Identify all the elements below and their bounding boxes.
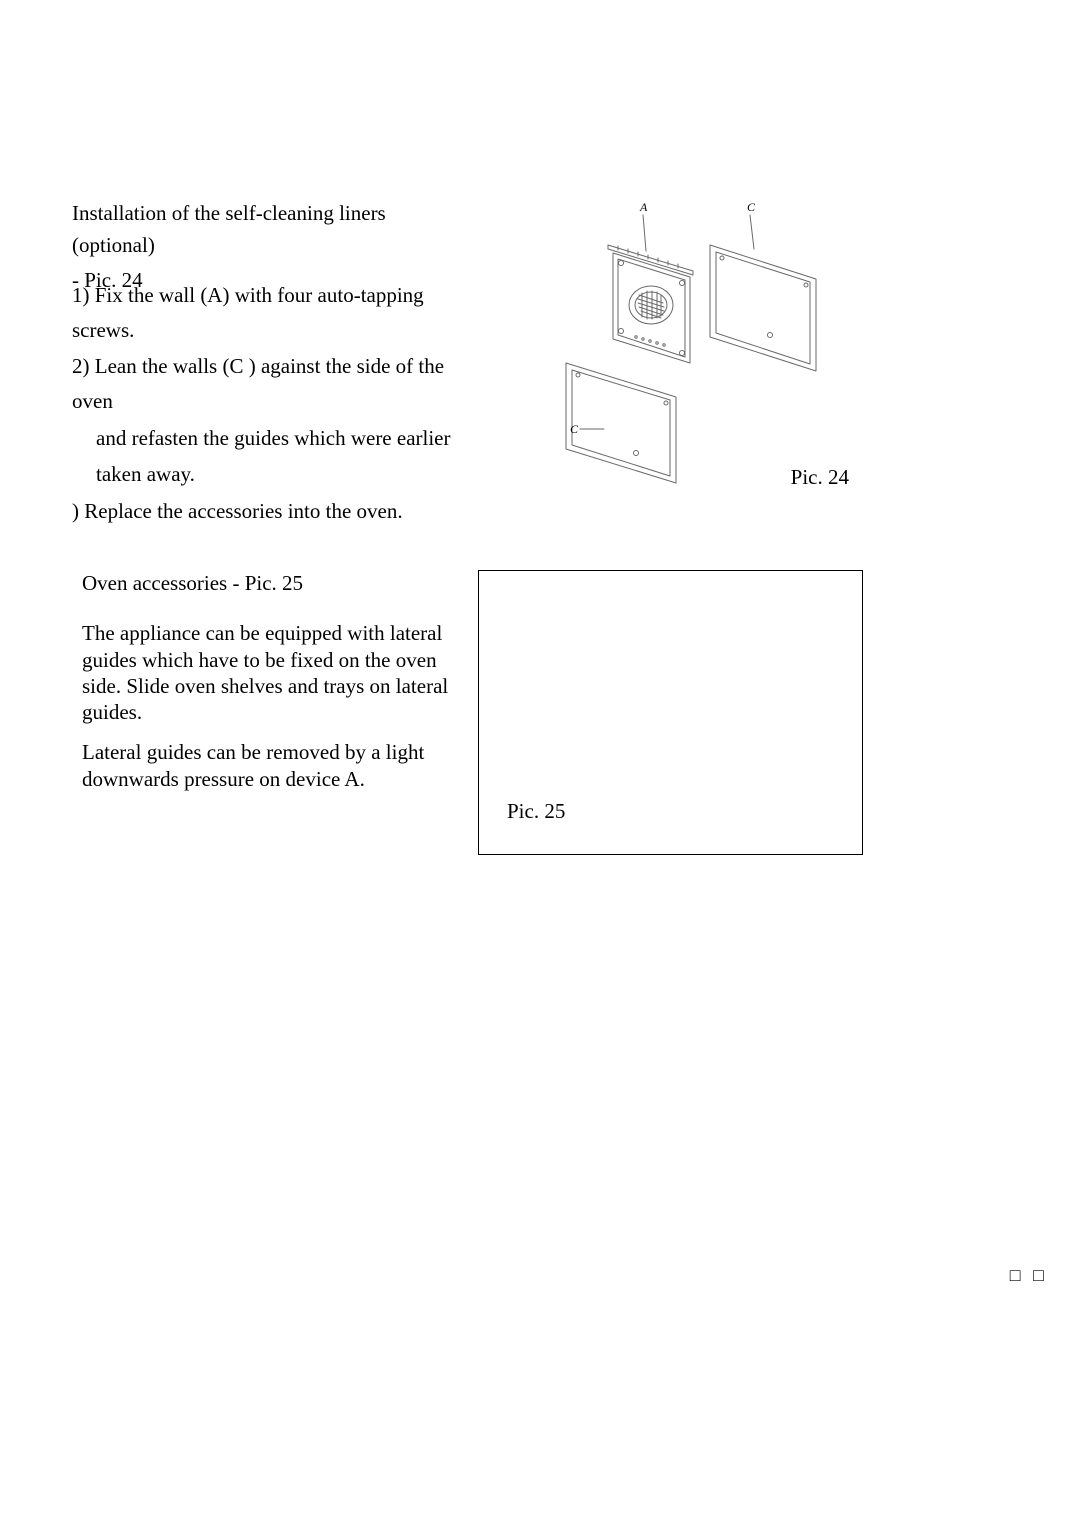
- figure-25: Pic. 25: [478, 570, 863, 855]
- figure-24: A C C Pic. 24: [478, 195, 861, 500]
- section2-title-prefix: Oven accessories: [82, 571, 227, 595]
- page: Installation of the self-cleaning liners…: [0, 0, 1080, 1532]
- panel-c-top: [710, 245, 816, 371]
- section2-para1: The appliance can be equipped with later…: [82, 620, 464, 725]
- step-2: 2) Lean the walls (C ) against the side …: [72, 349, 472, 418]
- section2-title: Oven accessories - Pic. 25: [82, 570, 464, 596]
- label-c-bottom: C: [570, 422, 579, 436]
- figure-25-caption: Pic. 25: [507, 799, 565, 824]
- section2-title-ref: Pic. 25: [245, 571, 303, 595]
- step-3: ) Replace the accessories into the oven.: [72, 494, 472, 529]
- section1-steps: 1) Fix the wall (A) with four auto-tappi…: [72, 278, 472, 530]
- page-number: □ □: [1010, 1265, 1048, 1286]
- label-c-top: C: [747, 200, 756, 214]
- step-1: 1) Fix the wall (A) with four auto-tappi…: [72, 278, 472, 347]
- panel-a: [613, 253, 690, 363]
- section1-heading: Installation of the self-cleaning liners…: [72, 198, 472, 261]
- step-2-cont1: and refasten the guides which were earli…: [72, 421, 472, 456]
- label-a: A: [639, 200, 648, 214]
- section2-para2: Lateral guides can be removed by a light…: [82, 739, 464, 792]
- section2-title-sep: -: [227, 571, 245, 595]
- figure-24-svg: A C C: [478, 195, 861, 500]
- step-2-cont2: taken away.: [72, 457, 472, 492]
- section2-text-block: Oven accessories - Pic. 25 The appliance…: [82, 570, 464, 806]
- figure-24-caption: Pic. 24: [791, 465, 849, 490]
- panel-c-bottom: [566, 363, 676, 483]
